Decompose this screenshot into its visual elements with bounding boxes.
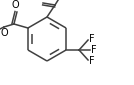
Text: F: F: [89, 56, 95, 66]
Text: O: O: [0, 28, 8, 38]
Text: F: F: [89, 34, 95, 44]
Text: CH₃: CH₃: [73, 0, 88, 2]
Text: O: O: [39, 0, 47, 1]
Text: O: O: [11, 0, 19, 10]
Text: F: F: [91, 45, 97, 55]
